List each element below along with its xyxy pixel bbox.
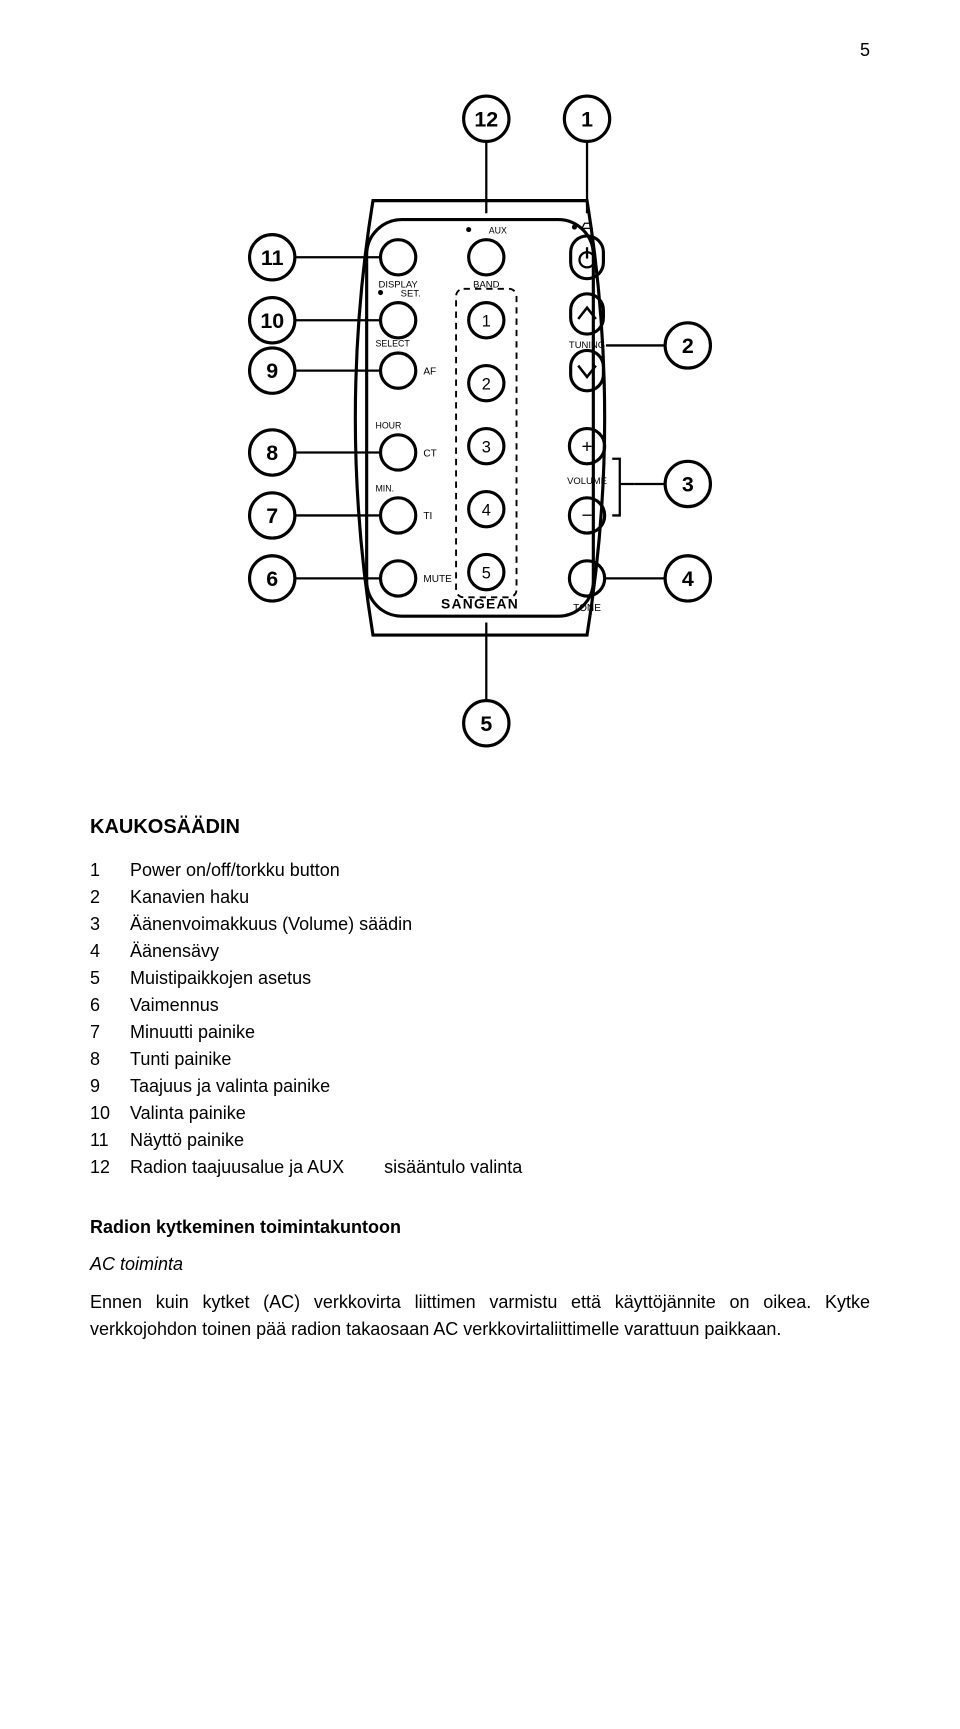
svg-text:MUTE: MUTE	[423, 574, 452, 585]
legend-number: 10	[90, 1100, 130, 1127]
svg-text:TI: TI	[423, 511, 432, 522]
svg-text:5: 5	[482, 564, 491, 582]
legend-row: 1Power on/off/torkku button	[90, 857, 870, 884]
page-number: 5	[90, 40, 870, 61]
svg-text:BAND: BAND	[473, 280, 499, 291]
svg-text:3: 3	[682, 473, 694, 497]
subsubheading: AC toiminta	[90, 1254, 870, 1275]
svg-text:1: 1	[482, 313, 491, 331]
legend-number: 4	[90, 938, 130, 965]
legend-row: 3Äänenvoimakkuus (Volume) säädin	[90, 911, 870, 938]
section-title: KAUKOSÄÄDIN	[90, 816, 870, 839]
svg-text:10: 10	[260, 309, 284, 333]
legend-text: Power on/off/torkku button	[130, 857, 870, 884]
svg-text:HOUR: HOUR	[375, 421, 401, 431]
legend-text: Radion taajuusalue ja AUXsisääntulo vali…	[130, 1154, 870, 1181]
legend-text: Minuutti painike	[130, 1019, 870, 1046]
legend-text: Äänenvoimakkuus (Volume) säädin	[130, 911, 870, 938]
legend-row: 11Näyttö painike	[90, 1127, 870, 1154]
subheading: Radion kytkeminen toimintakuntoon	[90, 1217, 870, 1238]
legend-text: Kanavien haku	[130, 884, 870, 911]
svg-text:2: 2	[682, 334, 694, 358]
svg-text:4: 4	[682, 567, 694, 591]
svg-text:SANGEAN: SANGEAN	[441, 596, 519, 612]
svg-text:2: 2	[482, 376, 491, 394]
legend-number: 5	[90, 965, 130, 992]
legend-number: 1	[90, 857, 130, 884]
legend-text: Tunti painike	[130, 1046, 870, 1073]
legend-number: 11	[90, 1127, 130, 1154]
legend-text: Taajuus ja valinta painike	[130, 1073, 870, 1100]
legend-number: 2	[90, 884, 130, 911]
legend-row: 2Kanavien haku	[90, 884, 870, 911]
legend-row: 10Valinta painike	[90, 1100, 870, 1127]
svg-text:SET.: SET.	[401, 288, 421, 299]
legend-extra: sisääntulo valinta	[344, 1157, 522, 1177]
legend-number: 9	[90, 1073, 130, 1100]
legend-text: Näyttö painike	[130, 1127, 870, 1154]
legend-row: 9Taajuus ja valinta painike	[90, 1073, 870, 1100]
svg-text:AUX: AUX	[489, 225, 507, 235]
body-paragraph: Ennen kuin kytket (AC) verkkovirta liitt…	[90, 1289, 870, 1343]
legend-text: Vaimennus	[130, 992, 870, 1019]
legend-row: 7Minuutti painike	[90, 1019, 870, 1046]
legend-number: 8	[90, 1046, 130, 1073]
svg-text:4: 4	[482, 501, 491, 519]
svg-text:VOLUME: VOLUME	[567, 476, 607, 487]
svg-text:9: 9	[266, 359, 278, 383]
svg-text:7: 7	[266, 504, 278, 528]
svg-text:CT: CT	[423, 448, 436, 459]
svg-text:5: 5	[480, 712, 492, 736]
legend-text: Äänensävy	[130, 938, 870, 965]
svg-text:+: +	[582, 436, 593, 457]
legend-number: 3	[90, 911, 130, 938]
legend-number: 7	[90, 1019, 130, 1046]
legend-text: Valinta painike	[130, 1100, 870, 1127]
legend-row: 4Äänensävy	[90, 938, 870, 965]
legend-list: 1Power on/off/torkku button2Kanavien hak…	[90, 857, 870, 1181]
svg-text:SELECT: SELECT	[375, 339, 410, 349]
svg-text:6: 6	[266, 567, 278, 591]
legend-number: 12	[90, 1154, 130, 1181]
legend-number: 6	[90, 992, 130, 1019]
legend-text: Muistipaikkojen asetus	[130, 965, 870, 992]
svg-text:1: 1	[581, 107, 593, 131]
svg-text:−: −	[582, 506, 593, 527]
legend-row: 5Muistipaikkojen asetus	[90, 965, 870, 992]
svg-text:3: 3	[482, 438, 491, 456]
svg-text:11: 11	[261, 246, 284, 270]
svg-text:MIN.: MIN.	[375, 484, 394, 494]
legend-row: 8Tunti painike	[90, 1046, 870, 1073]
svg-text:TUNING: TUNING	[569, 340, 605, 351]
legend-row: 12Radion taajuusalue ja AUXsisääntulo va…	[90, 1154, 870, 1181]
legend-row: 6Vaimennus	[90, 992, 870, 1019]
remote-diagram: SANGEANDISPLAYBANDAUXSET.SELECTAFHOURCTM…	[220, 81, 740, 766]
svg-text:TONE: TONE	[573, 603, 601, 614]
svg-text:12: 12	[474, 107, 498, 131]
svg-text:8: 8	[266, 441, 278, 465]
svg-text:AF: AF	[423, 366, 436, 377]
